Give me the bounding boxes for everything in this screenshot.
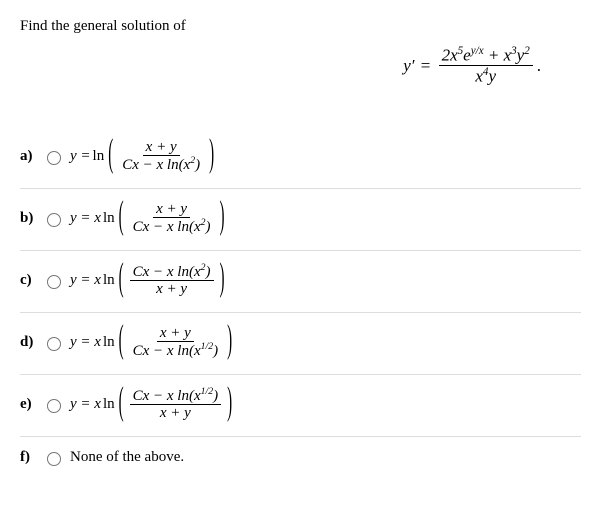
options-list: a)y = ln(x + yCx − x ln(x2))b)y = xln(x … [20,127,581,480]
left-paren: ( [119,196,124,240]
ln: ln [103,210,115,227]
option-numerator: x + y [157,325,194,343]
option-radio[interactable] [47,275,61,289]
ln: ln [103,396,115,413]
right-paren: ) [227,382,232,426]
left-paren: ( [119,320,124,364]
option-row: d)y = xln(x + yCx − x ln(x1/2)) [20,313,581,375]
option-row: b)y = xln(x + yCx − x ln(x2)) [20,189,581,251]
option-radio[interactable] [47,151,61,165]
option-letter: e) [20,396,36,413]
eq-period: . [537,56,541,76]
eq-numerator: 2x5ey/x + x3y2 [439,45,533,66]
option-expression: y = ln(x + yCx − x ln(x2)) [70,139,216,174]
ln: ln [93,148,105,165]
option-denominator: Cx − x ln(x2) [130,218,214,236]
option-numerator: x + y [153,201,190,219]
equals-sign: = [417,56,435,76]
option-radio[interactable] [47,337,61,351]
option-numerator: Cx − x ln(x2) [130,263,214,282]
option-letter: c) [20,272,36,289]
option-denominator: x + y [157,405,194,422]
option-letter: d) [20,334,36,351]
option-denominator: Cx − x ln(x1/2) [130,342,221,360]
main-equation: y′ = 2x5ey/x + x3y2 x4y . [20,45,581,87]
right-paren: ) [209,134,214,178]
option-row: a)y = ln(x + yCx − x ln(x2)) [20,127,581,189]
option-denominator: Cx − x ln(x2) [119,156,203,174]
left-paren: ( [119,382,124,426]
right-paren: ) [220,196,225,240]
question-prompt: Find the general solution of [20,18,581,35]
right-paren: ) [227,320,232,364]
option-letter: a) [20,148,36,165]
lead: y = [70,148,91,165]
option-text: None of the above. [70,449,184,466]
option-numerator: Cx − x ln(x1/2) [130,387,221,406]
lead: y = x [70,272,101,289]
left-paren: ( [119,258,124,302]
option-row: f) None of the above. [20,437,581,480]
option-letter: b) [20,210,36,227]
eq-lhs: y′ [403,56,414,76]
ln: ln [103,334,115,351]
option-numerator: x + y [143,139,180,157]
lead: y = x [70,334,101,351]
option-radio[interactable] [47,213,61,227]
option-letter: f) [20,449,36,466]
ln: ln [103,272,115,289]
option-expression: y = xln(Cx − x ln(x2)x + y) [70,263,227,298]
eq-denominator: x4y [472,66,499,86]
right-paren: ) [220,258,225,302]
option-expression: y = xln(x + yCx − x ln(x2)) [70,201,227,236]
option-expression: y = xln(Cx − x ln(x1/2)x + y) [70,387,234,422]
left-paren: ( [108,134,113,178]
option-row: c)y = xln(Cx − x ln(x2)x + y) [20,251,581,313]
option-radio[interactable] [47,452,61,466]
lead: y = x [70,210,101,227]
lead: y = x [70,396,101,413]
option-row: e)y = xln(Cx − x ln(x1/2)x + y) [20,375,581,437]
option-denominator: x + y [153,281,190,298]
option-radio[interactable] [47,399,61,413]
option-expression: y = xln(x + yCx − x ln(x1/2)) [70,325,234,360]
